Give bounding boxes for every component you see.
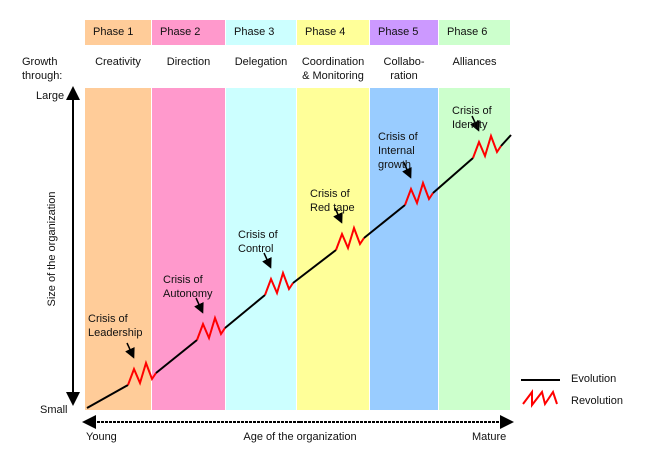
growth-label-3: Delegation	[234, 56, 288, 68]
revolution-zigzag	[196, 314, 226, 341]
phase-header-1: Phase 1	[85, 20, 151, 45]
crisis-pointer-arrow	[402, 162, 412, 179]
legend-revolution-label: Revolution	[571, 395, 623, 407]
crisis-label-3: Crisis of Control	[238, 229, 278, 255]
revolution-zigzag	[404, 179, 434, 206]
evolution-segment	[432, 157, 474, 194]
crisis-pointer-arrow	[262, 252, 272, 269]
growth-label-1: Creativity	[95, 56, 141, 68]
growth-label-5: Collabo- ration	[383, 56, 425, 82]
crisis-label-4: Crisis of Red tape	[310, 188, 355, 214]
phase-header-6: Phase 6	[439, 20, 510, 45]
phase-column-2	[152, 88, 225, 410]
evolution-segment	[363, 204, 406, 239]
legend-evolution-label: Evolution	[571, 373, 617, 385]
revolution-zigzag	[335, 224, 365, 251]
phase-header-5: Phase 5	[370, 20, 438, 45]
crisis-pointer-arrow	[125, 342, 135, 359]
evolution-segment	[224, 294, 266, 329]
crisis-pointer-arrow	[194, 297, 204, 314]
phase-header-2: Phase 2	[152, 20, 225, 45]
crisis-pointer-arrow	[470, 115, 480, 132]
crisis-label-5: Crisis of Internal growth	[378, 131, 418, 171]
y-axis-bottom-label: Small	[40, 404, 68, 416]
growth-heading: Growth through:	[22, 56, 63, 82]
phase-column-3	[226, 88, 296, 410]
growth-label-4: Coordination & Monitoring	[301, 56, 365, 82]
y-axis-top-label: Large	[36, 90, 65, 102]
phase-column-6	[439, 88, 510, 410]
revolution-zigzag	[264, 269, 294, 296]
revolution-zigzag	[127, 359, 157, 386]
crisis-label-1: Crisis of Leadership	[88, 313, 143, 339]
phase-column-4	[297, 88, 369, 410]
evolution-segment	[86, 384, 129, 409]
evolution-segment	[292, 249, 337, 284]
crisis-label-2: Crisis of Autonomy	[163, 274, 213, 300]
phase-column-5	[370, 88, 438, 410]
x-axis-right-label: Mature	[472, 431, 507, 443]
growth-label-2: Direction	[166, 56, 211, 68]
x-axis-left-label: Young	[86, 431, 117, 443]
revolution-zigzag	[472, 132, 502, 159]
x-axis-label: Age of the organization	[243, 431, 357, 443]
crisis-label-6: Crisis of Identity	[452, 105, 492, 131]
legend-revolution-swatch	[522, 389, 558, 408]
phase-header-4: Phase 4	[297, 20, 369, 45]
evolution-segment	[500, 134, 512, 147]
evolution-segment	[155, 339, 198, 374]
phase-column-1	[85, 88, 151, 410]
crisis-pointer-arrow	[333, 207, 343, 224]
growth-label-6: Alliances	[452, 56, 497, 68]
phase-header-3: Phase 3	[226, 20, 296, 45]
